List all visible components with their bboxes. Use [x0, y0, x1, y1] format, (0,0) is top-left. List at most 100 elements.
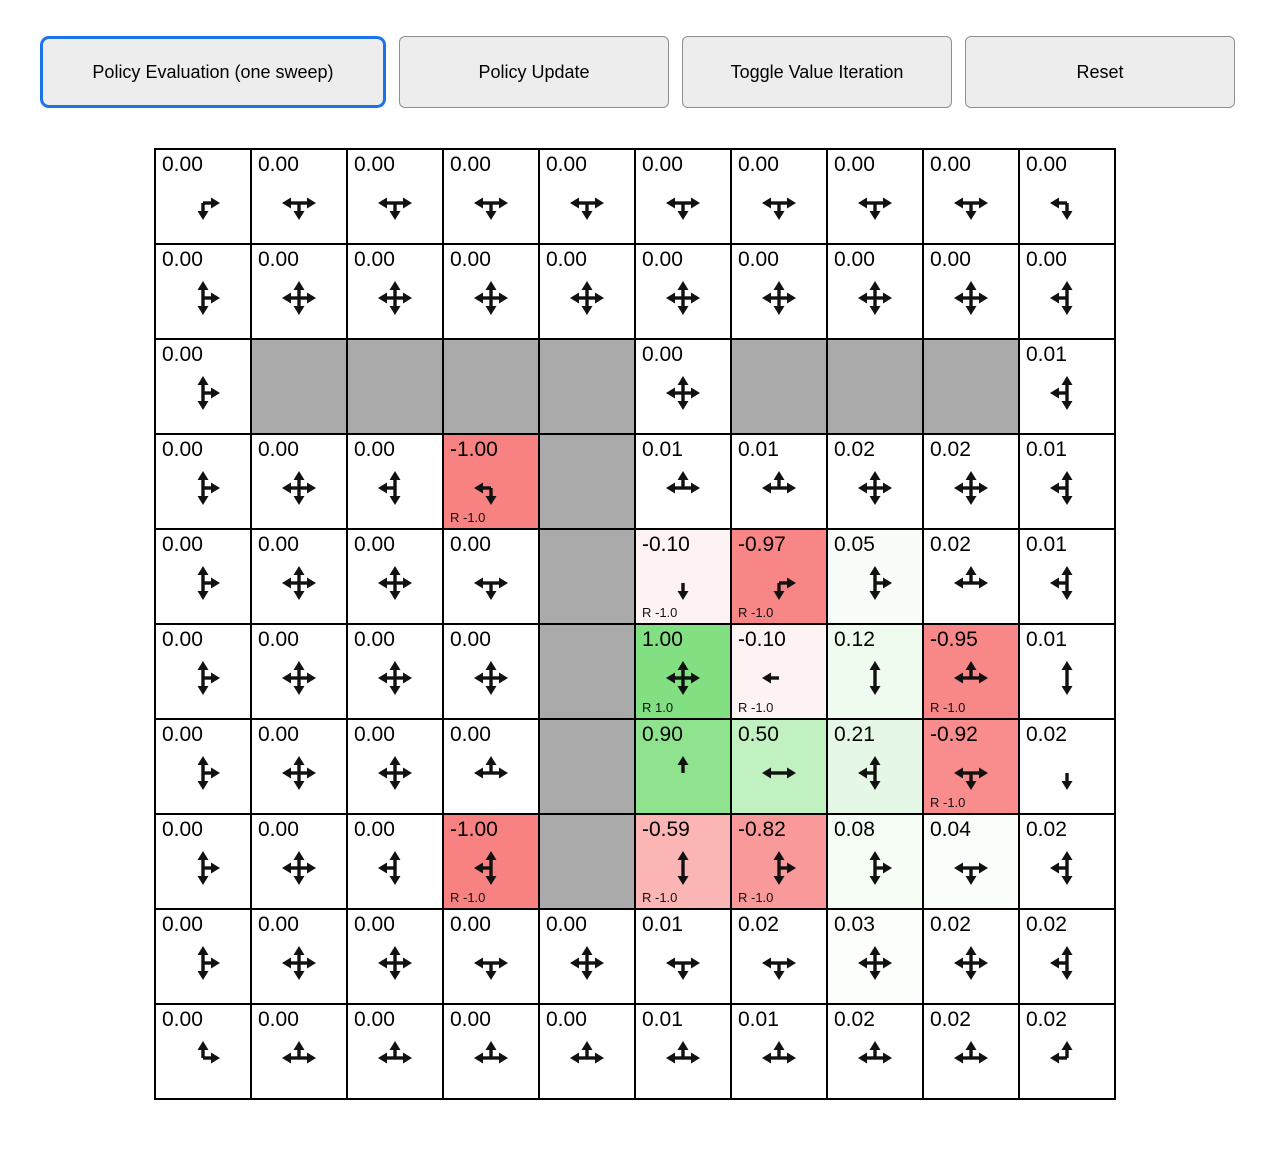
policy-arrows-icon — [762, 1041, 796, 1064]
cell-value: 0.00 — [450, 913, 491, 936]
cell-value: 0.00 — [258, 153, 299, 176]
policy-arrows-icon — [474, 661, 508, 695]
cell-value: 0.00 — [354, 913, 395, 936]
cell-value: 0.02 — [1026, 818, 1067, 841]
policy-arrows-icon — [762, 672, 779, 684]
policy-arrows-icon — [666, 281, 700, 315]
cell-value: 0.00 — [354, 628, 395, 651]
cell-value: 0.02 — [1026, 723, 1067, 746]
policy-arrows-icon — [1050, 376, 1073, 410]
policy-arrows-icon — [282, 1041, 316, 1064]
grid-cell: 0.00 — [251, 1004, 347, 1099]
grid-cell: 0.08 — [827, 814, 923, 909]
grid-cell: 0.00 — [251, 624, 347, 719]
cell-value: 0.00 — [162, 1008, 203, 1031]
cell-value: 0.02 — [930, 533, 971, 556]
cell-value: 0.00 — [930, 248, 971, 271]
policy-arrows-icon — [570, 281, 604, 315]
grid-cell: 0.01 — [1019, 624, 1115, 719]
policy-arrows-icon — [1050, 197, 1073, 220]
cell-value: 0.00 — [258, 723, 299, 746]
cell-value: 0.00 — [450, 153, 491, 176]
policy-arrows-icon — [474, 577, 508, 600]
cell-value: 0.00 — [162, 248, 203, 271]
policy-arrows-icon — [197, 566, 220, 600]
policy-arrows-icon — [197, 197, 220, 220]
grid-cell: 0.00 — [635, 149, 731, 244]
cell-value: 0.00 — [1026, 153, 1067, 176]
policy-evaluation-button[interactable]: Policy Evaluation (one sweep) — [40, 36, 386, 108]
grid-cell: 0.00 — [251, 814, 347, 909]
wall-cell — [347, 339, 443, 434]
cell-value: -0.95 — [930, 628, 978, 651]
policy-arrows-icon — [474, 851, 497, 885]
wall-cell — [731, 339, 827, 434]
cell-value: 0.00 — [450, 1008, 491, 1031]
policy-arrows-icon — [677, 583, 689, 600]
policy-arrows-icon — [197, 756, 220, 790]
wall-cell — [923, 339, 1019, 434]
grid-cell: 0.01 — [1019, 529, 1115, 624]
wall-cell — [539, 529, 635, 624]
grid-cell: -0.97 R -1.0 — [731, 529, 827, 624]
reset-button[interactable]: Reset — [965, 36, 1235, 108]
cell-value: 0.50 — [738, 723, 779, 746]
cell-value: 0.02 — [1026, 1008, 1067, 1031]
policy-arrows-icon — [1050, 281, 1073, 315]
policy-arrows-icon — [474, 957, 508, 980]
grid-cell: 0.00 — [347, 814, 443, 909]
policy-arrows-icon — [378, 946, 412, 980]
grid-cell: 0.00 — [155, 434, 251, 529]
policy-update-button[interactable]: Policy Update — [399, 36, 669, 108]
cell-value: 0.02 — [834, 1008, 875, 1031]
grid-cell: 0.00 — [251, 149, 347, 244]
policy-arrows-icon — [666, 1041, 700, 1064]
cell-reward: R -1.0 — [642, 605, 678, 620]
grid-cell: 0.00 — [251, 909, 347, 1004]
policy-arrows-icon — [869, 661, 881, 695]
policy-arrows-icon — [858, 471, 892, 505]
grid-cell: 0.02 — [1019, 909, 1115, 1004]
cell-value: 0.00 — [162, 818, 203, 841]
cell-reward: R -1.0 — [930, 795, 966, 810]
cell-value: 0.00 — [354, 533, 395, 556]
cell-value: 0.00 — [450, 248, 491, 271]
cell-value: 0.01 — [1026, 438, 1067, 461]
policy-arrows-icon — [197, 851, 220, 885]
cell-value: 0.01 — [738, 438, 779, 461]
policy-arrows-icon — [378, 471, 401, 505]
policy-arrows-icon — [282, 661, 316, 695]
cell-value: 0.00 — [642, 248, 683, 271]
policy-arrows-icon — [954, 661, 988, 684]
cell-value: 0.02 — [930, 438, 971, 461]
policy-arrows-icon — [1050, 471, 1073, 505]
toggle-value-iteration-button[interactable]: Toggle Value Iteration — [682, 36, 952, 108]
wall-cell — [539, 624, 635, 719]
policy-arrows-icon — [762, 767, 796, 779]
grid-cell: 0.00 — [539, 1004, 635, 1099]
grid-cell: 0.00 — [347, 149, 443, 244]
policy-arrows-icon — [378, 281, 412, 315]
policy-arrows-icon — [869, 566, 892, 600]
grid-cell: 0.00 — [923, 244, 1019, 339]
cell-value: 0.02 — [738, 913, 779, 936]
grid-cell: 0.00 — [539, 149, 635, 244]
grid-cell: 0.12 — [827, 624, 923, 719]
cell-value: 0.00 — [450, 628, 491, 651]
cell-value: 0.00 — [258, 913, 299, 936]
grid-cell: 0.02 — [923, 529, 1019, 624]
grid-cell: 0.00 — [539, 244, 635, 339]
cell-value: 0.01 — [1026, 533, 1067, 556]
grid-cell: -1.00 R -1.0 — [443, 814, 539, 909]
policy-arrows-icon — [282, 756, 316, 790]
grid-cell: 0.00 — [155, 149, 251, 244]
policy-arrows-icon — [197, 661, 220, 695]
policy-arrows-icon — [1061, 661, 1073, 695]
grid-cell: 0.00 — [827, 149, 923, 244]
cell-reward: R -1.0 — [450, 890, 486, 905]
policy-arrows-icon — [197, 1041, 220, 1064]
policy-arrows-icon — [197, 946, 220, 980]
grid-cell: 0.02 — [923, 1004, 1019, 1099]
grid-cell: -0.10 R -1.0 — [731, 624, 827, 719]
grid-cell: -0.10 R -1.0 — [635, 529, 731, 624]
